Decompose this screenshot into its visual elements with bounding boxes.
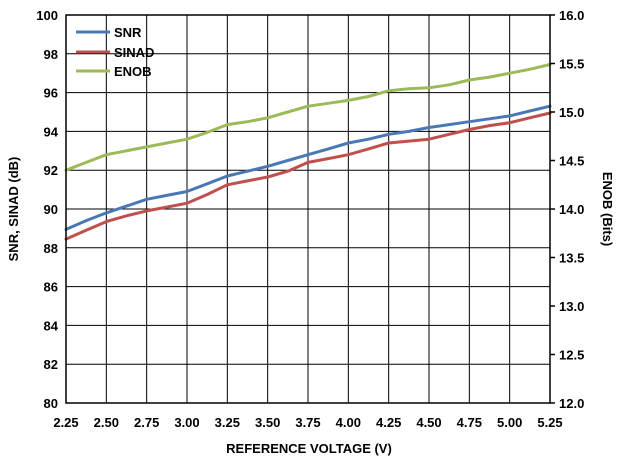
y-tick-label: 88 [44, 241, 58, 256]
legend: SNR SINAD ENOB [76, 25, 154, 79]
y2-tick-label: 12.0 [559, 396, 584, 411]
x-tick-label: 4.75 [457, 415, 482, 430]
x-axis-title: REFERENCE VOLTAGE (V) [226, 441, 392, 456]
y2-tick-label: 13.0 [559, 299, 584, 314]
y-tick-label: 100 [36, 8, 58, 23]
series-line-enob [64, 63, 552, 172]
y-tick-label: 84 [44, 318, 59, 333]
tick-labels: 2.25 2.50 2.75 3.00 3.25 3.50 3.75 4.00 4.25 4.50… [36, 8, 584, 430]
y-tick-label: 98 [44, 47, 58, 62]
legend-label-sinad: SINAD [114, 45, 154, 60]
x-tick-label: 3.25 [215, 415, 240, 430]
series-line-sinad [64, 111, 552, 241]
x-tick-label: 4.50 [416, 415, 441, 430]
grid [66, 15, 550, 403]
y2-axis-title: ENOB (Bits) [600, 172, 615, 246]
x-tick-label: 3.75 [295, 415, 320, 430]
x-tick-label: 3.00 [174, 415, 199, 430]
x-tick-label: 5.25 [537, 415, 562, 430]
y-tick-label: 80 [44, 396, 58, 411]
y-tick-label: 86 [44, 280, 58, 295]
y2-tick-label: 12.5 [559, 348, 584, 363]
y2-tick-label: 14.5 [559, 154, 584, 169]
x-tick-label: 5.00 [497, 415, 522, 430]
y2-tick-label: 15.0 [559, 105, 584, 120]
x-tick-label: 2.75 [134, 415, 159, 430]
y2-tick-label: 15.5 [559, 57, 584, 72]
y2-tick-label: 16.0 [559, 8, 584, 23]
y2-tick-label: 14.0 [559, 202, 584, 217]
x-tick-label: 3.50 [255, 415, 280, 430]
x-tick-label: 2.50 [94, 415, 119, 430]
legend-label-snr: SNR [114, 25, 142, 40]
series-lines [64, 63, 552, 241]
y2-tick-label: 13.5 [559, 251, 584, 266]
x-tick-label: 4.25 [376, 415, 401, 430]
y-axis-title: SNR, SINAD (dB) [6, 157, 21, 262]
x-tick-label: 2.25 [53, 415, 78, 430]
series-line-snr [64, 104, 552, 231]
y-tick-label: 94 [44, 124, 59, 139]
legend-label-enob: ENOB [114, 64, 152, 79]
y-tick-label: 96 [44, 86, 58, 101]
x-tick-label: 4.00 [336, 415, 361, 430]
y-tick-label: 90 [44, 202, 58, 217]
y-tick-label: 82 [44, 357, 58, 372]
y-tick-label: 92 [44, 163, 58, 178]
